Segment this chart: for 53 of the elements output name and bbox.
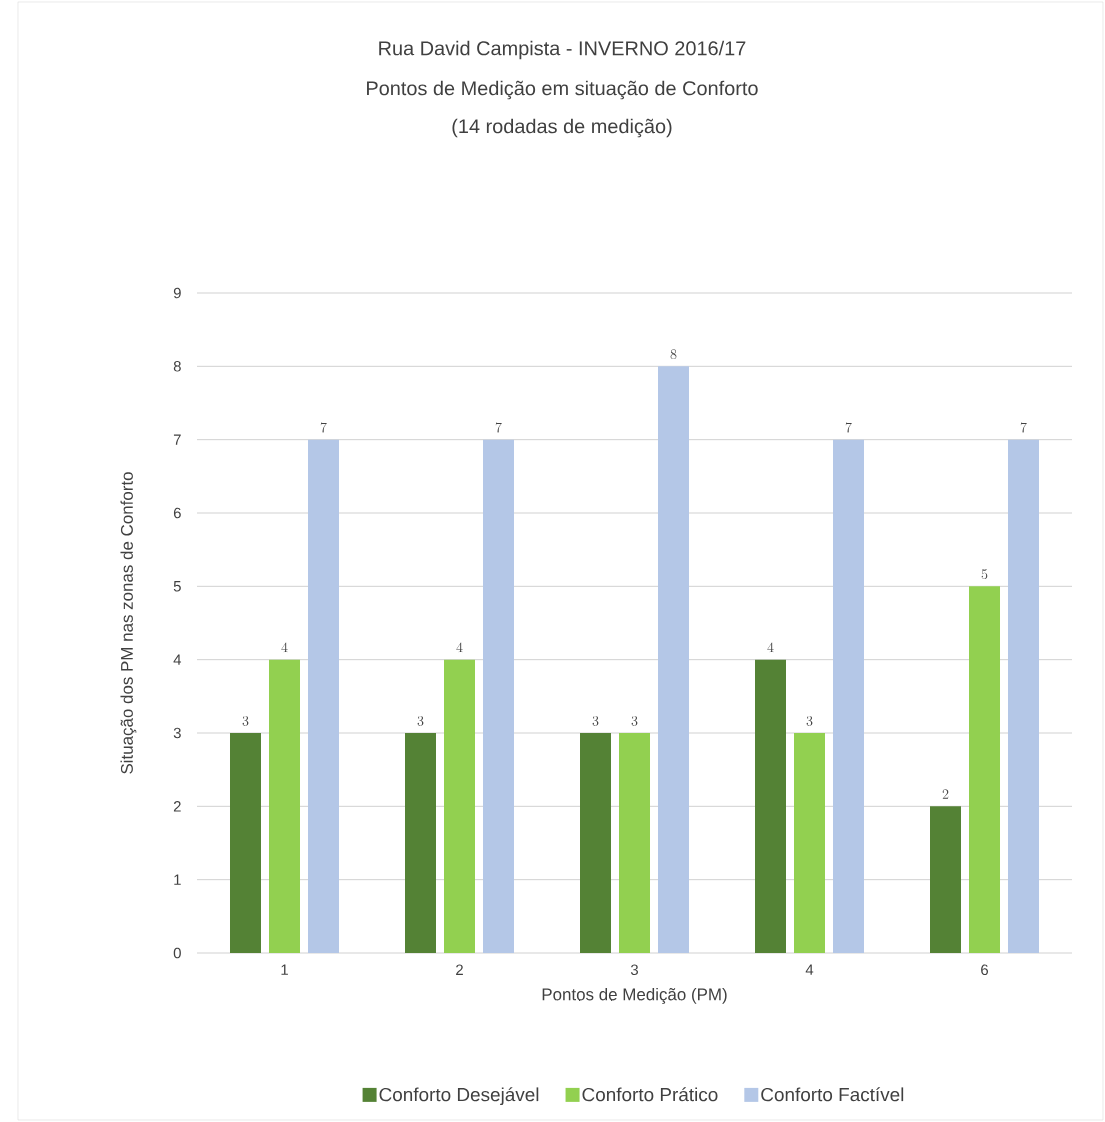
data-label: 7 [320,422,327,433]
data-label: 4 [281,642,288,653]
chart-subtitle: Pontos de Medição em situação de Conforto [367,80,758,100]
bar [930,806,962,953]
chart-title: Rua David Campista - INVERNO 2016/17 [379,40,746,60]
text: (14 rodadas de medição) [452,118,672,138]
y-tick-label: 0 [173,947,181,959]
y-tick-label: 1 [174,874,181,885]
bar [269,659,300,953]
bar [794,733,825,953]
y-tick-label: 9 [173,287,181,299]
x-tick-label: 3 [630,964,638,976]
data-label: 7 [495,422,502,433]
y-tick-label: 7 [173,434,181,445]
y-tick-label: 4 [173,654,182,665]
bar [969,586,1001,953]
bar [483,439,514,953]
x-axis-title: Pontos de Medição (PM) [542,987,727,1004]
bar [833,439,864,953]
legend-label: Conforto Factível [761,1087,904,1102]
bar [308,439,339,953]
y-tick-label: 3 [173,727,181,739]
x-tick-label: 4 [805,964,814,975]
bar [658,366,689,953]
data-label: 3 [417,715,424,726]
data-label: 7 [1020,422,1027,433]
bar [580,733,611,953]
data-label: 4 [767,642,774,653]
data-label: 5 [981,569,988,580]
data-label: 3 [592,715,599,726]
y-tick-label: 8 [173,361,181,372]
x-tick-label: 6 [981,964,989,976]
bar [405,733,436,953]
x-tick-label: 1 [281,964,288,975]
data-label: 8 [670,349,677,360]
bar [755,659,786,953]
y-tick-label: 5 [173,581,181,592]
legend-label: Conforto Prático [582,1087,718,1102]
bar [619,733,650,953]
y-tick-label: 6 [173,507,181,519]
data-label: 4 [456,642,463,653]
data-label: 3 [806,715,813,726]
data-label: 3 [631,715,638,726]
bar [1008,439,1040,953]
data-label: 7 [845,422,852,433]
data-label: 3 [242,715,249,726]
bar [230,733,261,953]
x-tick-label: 2 [456,964,463,975]
legend-label: Conforto Desejável [379,1087,539,1106]
data-label: 2 [942,789,949,799]
bar [444,659,475,953]
y-tick-label: 2 [173,801,181,812]
y-axis-title: Situação dos PM nas zonas de Conforto [120,472,137,774]
